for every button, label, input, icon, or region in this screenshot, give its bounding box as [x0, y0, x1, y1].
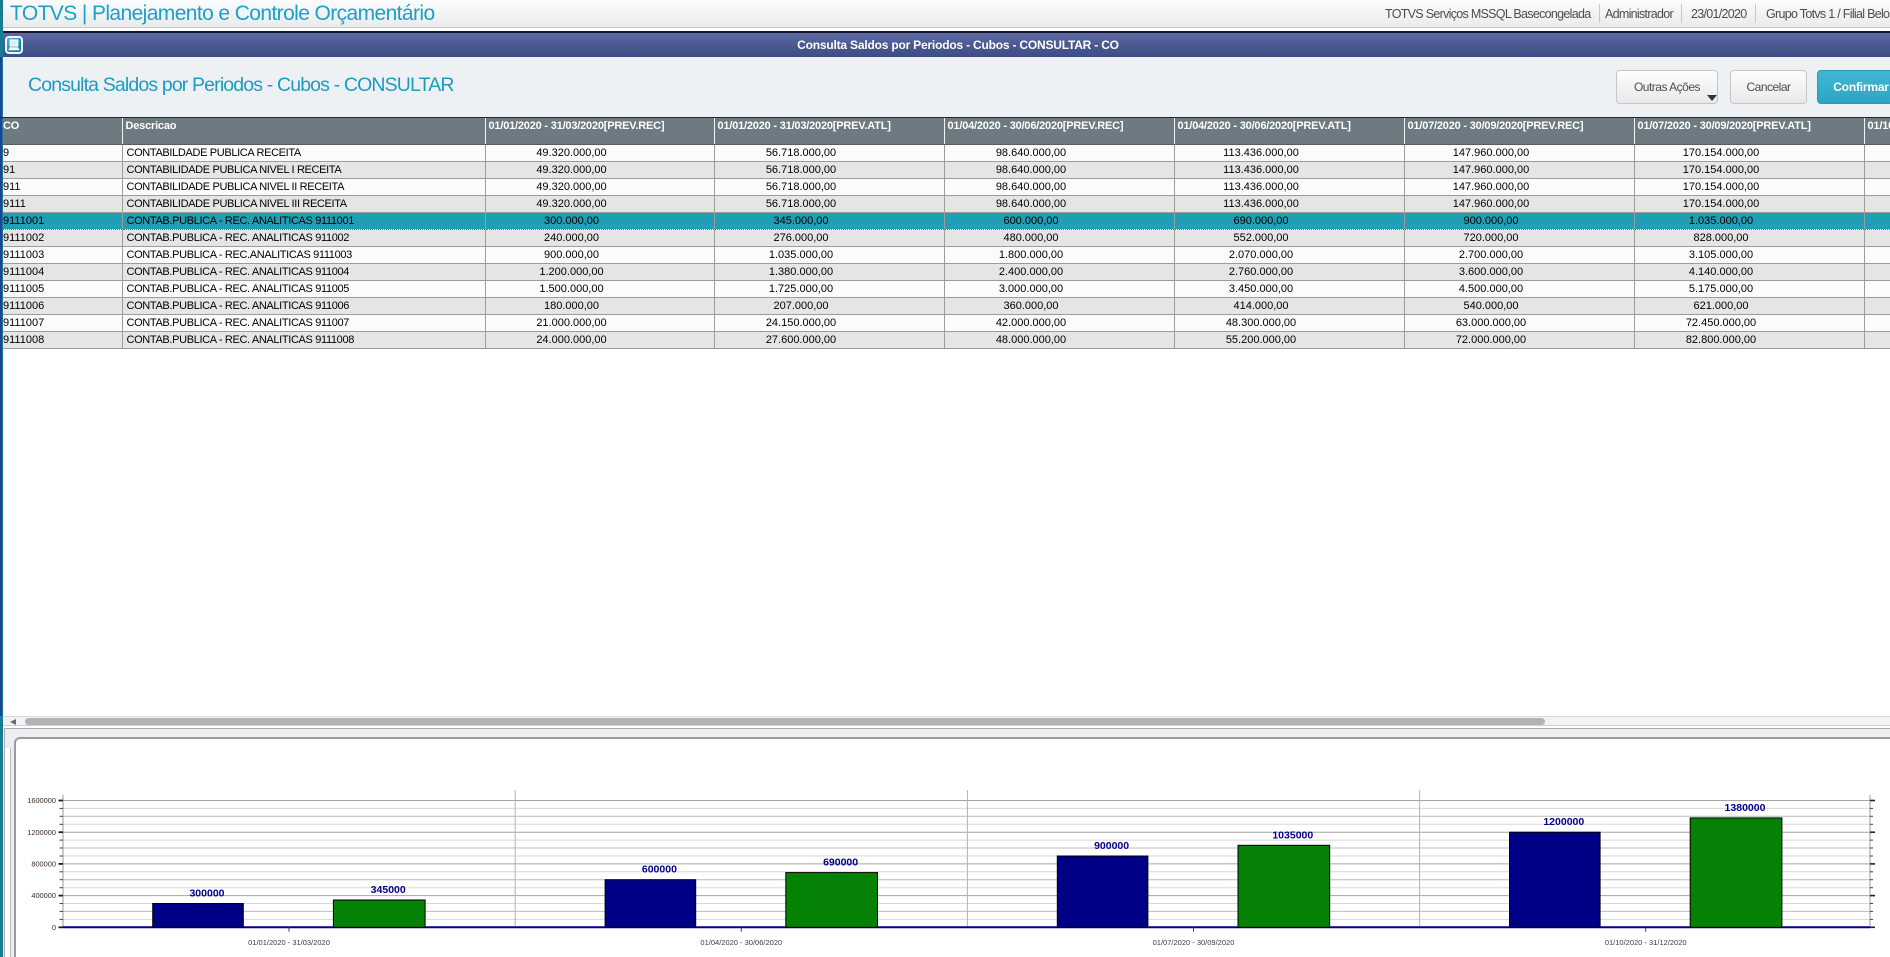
svg-text:01/01/2020 - 31/03/2020: 01/01/2020 - 31/03/2020	[248, 938, 330, 947]
svg-text:690000: 690000	[823, 857, 858, 869]
svg-text:800000: 800000	[31, 860, 56, 869]
svg-text:600000: 600000	[642, 864, 677, 876]
svg-text:1600000: 1600000	[27, 796, 56, 805]
svg-text:400000: 400000	[31, 891, 56, 900]
svg-text:1380000: 1380000	[1725, 802, 1766, 814]
svg-text:1200000: 1200000	[27, 828, 56, 837]
svg-text:01/10/2020 - 31/12/2020: 01/10/2020 - 31/12/2020	[1605, 938, 1687, 947]
svg-text:01/07/2020 - 30/09/2020: 01/07/2020 - 30/09/2020	[1153, 938, 1235, 947]
svg-text:0: 0	[52, 923, 56, 932]
svg-text:1035000: 1035000	[1272, 829, 1313, 841]
svg-text:300000: 300000	[189, 888, 224, 900]
svg-text:01/04/2020 - 30/06/2020: 01/04/2020 - 30/06/2020	[700, 938, 782, 947]
svg-text:900000: 900000	[1094, 840, 1129, 852]
svg-text:345000: 345000	[371, 884, 406, 896]
svg-text:1200000: 1200000	[1543, 816, 1584, 828]
